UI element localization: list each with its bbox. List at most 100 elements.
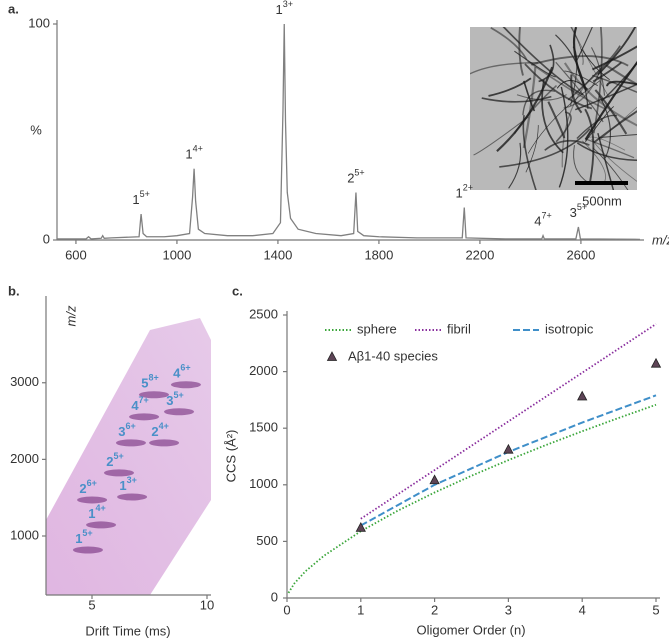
peak-label: 14+ — [185, 144, 203, 162]
fiber — [593, 110, 637, 144]
x-axis-label: Oligomer Order (n) — [416, 622, 525, 637]
x-tick-label: 10 — [200, 597, 214, 612]
intensity-spot — [138, 391, 169, 399]
peak-label: 58+ — [141, 373, 159, 391]
y-tick-label: 3000 — [10, 374, 39, 389]
panel-label: c. — [232, 283, 243, 298]
fiber — [499, 128, 591, 168]
x-tick-label: 1 — [357, 602, 364, 617]
peak-label-number: 2 — [79, 481, 86, 496]
peak-label: 35+ — [570, 202, 588, 220]
intensity-spot — [117, 493, 148, 501]
peak-label-number: 4 — [131, 398, 139, 413]
peak-label-charge: 5+ — [82, 528, 92, 538]
peak-label: 14+ — [88, 503, 106, 521]
intensity-spot — [77, 496, 108, 504]
data-point — [650, 357, 662, 368]
peak-label: 25+ — [106, 451, 124, 469]
fiber — [570, 74, 583, 114]
peak-label-number: 4 — [173, 366, 181, 381]
fiber — [561, 69, 600, 168]
legend-label: Aβ1-40 species — [348, 348, 438, 363]
heatmap-haze — [46, 318, 211, 595]
series-line — [360, 323, 657, 520]
peak-label-charge: 4+ — [193, 144, 203, 154]
x-tick-label: 2600 — [566, 247, 595, 262]
spectrum — [57, 23, 641, 240]
peak-label-charge: 2+ — [463, 183, 473, 193]
peak-label-number: 1 — [185, 147, 192, 162]
x-tick-label: 0 — [283, 602, 290, 617]
fiber — [522, 89, 556, 116]
fiber — [592, 45, 637, 71]
peak-label: 26+ — [79, 478, 97, 496]
y-tick-label: 100 — [28, 15, 50, 30]
peak-label-number: 1 — [119, 478, 126, 493]
fiber — [576, 142, 637, 161]
peak-label: 13+ — [275, 0, 293, 17]
peak-label-number: 3 — [118, 424, 125, 439]
intensity-spot — [170, 381, 201, 389]
data-point — [577, 390, 588, 401]
intensity-spot — [115, 439, 146, 447]
fiber — [570, 27, 584, 65]
fiber — [544, 139, 590, 151]
fiber — [573, 145, 590, 184]
y-tick-label: 2000 — [10, 451, 39, 466]
peak-label-charge: 3+ — [127, 475, 137, 485]
fiber — [488, 77, 532, 97]
fiber — [585, 138, 635, 159]
fiber — [597, 27, 637, 76]
legend-label: fibril — [447, 321, 471, 336]
peak-label-charge: 5+ — [577, 202, 587, 212]
y-tick-label: 1000 — [249, 476, 278, 491]
peak-label-charge: 5+ — [113, 451, 123, 461]
peak-label: 47+ — [131, 395, 149, 413]
peak-label: 36+ — [118, 421, 135, 439]
intensity-spot — [129, 413, 160, 421]
peak-label-charge: 7+ — [139, 395, 149, 405]
peak-label-charge: 6+ — [125, 421, 135, 431]
fiber — [481, 95, 552, 103]
peak-label-charge: 4+ — [159, 421, 169, 431]
fiber — [592, 61, 623, 83]
peak-label-number: 1 — [132, 193, 139, 208]
y-tick-label: 500 — [256, 533, 278, 548]
fiber — [564, 70, 598, 87]
fiber — [570, 46, 578, 106]
x-tick-label: 5 — [652, 602, 659, 617]
fiber — [591, 138, 637, 182]
panel-label: b. — [8, 283, 20, 298]
y-axis-label: CCS (Å²) — [223, 430, 238, 483]
x-axis-label: Drift Time (ms) — [85, 623, 170, 638]
fiber — [527, 60, 607, 111]
fiber — [502, 27, 584, 96]
legend-label: isotropic — [545, 321, 594, 336]
peak-label-charge: 5+ — [140, 189, 150, 199]
legend-marker — [326, 351, 338, 361]
intensity-spot — [72, 546, 103, 554]
y-tick-label: 2000 — [249, 363, 278, 378]
fiber — [572, 27, 588, 91]
peak-label-charge: 5+ — [174, 390, 184, 400]
fiber — [490, 27, 528, 61]
peak-label: 15+ — [132, 189, 150, 207]
fiber — [599, 134, 637, 139]
y-axis-label: % — [30, 122, 42, 137]
panel-label: a. — [8, 1, 19, 16]
x-tick-label: 1000 — [162, 247, 191, 262]
scale-label: 500nm — [582, 193, 622, 208]
fiber — [522, 66, 537, 149]
peak-label: 25+ — [347, 168, 365, 186]
y-tick-label: 0 — [43, 231, 50, 246]
fiber — [605, 64, 637, 86]
intensity-spot — [149, 439, 180, 447]
intensity-spot — [86, 521, 117, 529]
fiber — [582, 140, 606, 183]
fiber — [597, 133, 615, 190]
peak-label: 46+ — [173, 363, 191, 381]
fiber — [575, 27, 593, 62]
x-tick-label: 2 — [431, 602, 438, 617]
x-tick-label: 1800 — [364, 247, 393, 262]
peak-label-number: 1 — [275, 2, 282, 17]
